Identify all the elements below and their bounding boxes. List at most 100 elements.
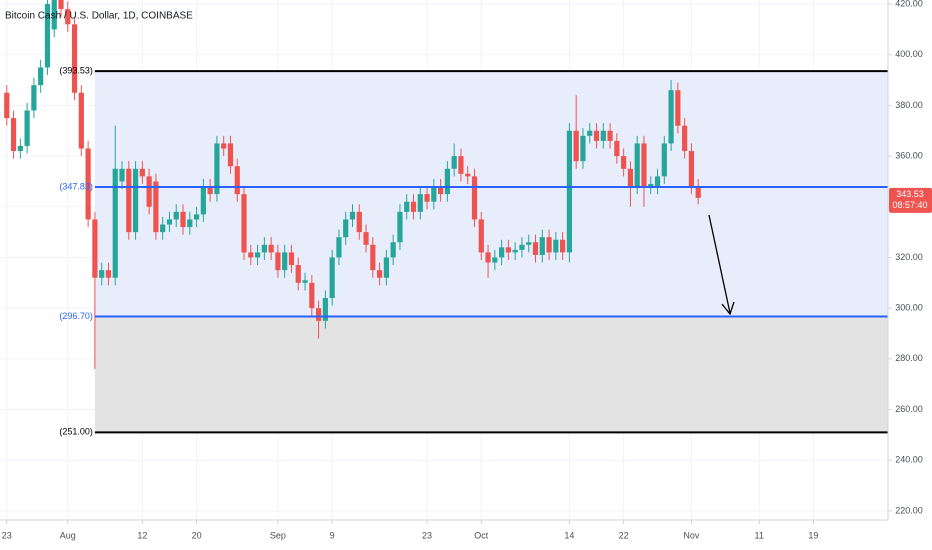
candle-body (485, 252, 491, 263)
candle-body (112, 168, 118, 278)
candle-body (593, 130, 600, 141)
candle-body (492, 257, 498, 263)
candle-body (641, 143, 647, 187)
candle-body (126, 168, 132, 233)
candle-body (248, 252, 254, 258)
candle-body (648, 183, 654, 187)
x-tick-label: Sep (270, 530, 286, 540)
x-tick-label: 9 (330, 530, 335, 540)
y-tick-label: 220.00 (895, 505, 923, 515)
candle-body (607, 130, 613, 141)
candle-body (600, 130, 606, 141)
candle-body (180, 211, 186, 228)
arrow-head (721, 301, 735, 316)
candle-body (187, 219, 193, 228)
x-tick-label: 14 (564, 530, 574, 540)
candle-body (621, 156, 627, 169)
candle-body (58, 0, 64, 10)
candle-body (404, 201, 410, 212)
candle-body (227, 143, 234, 167)
candle-body (78, 92, 84, 149)
candle-body (17, 145, 23, 152)
x-tick-label: 22 (619, 530, 629, 540)
candle-body (302, 280, 308, 283)
level-label: (296.70) (59, 311, 93, 321)
candle-body (207, 186, 213, 195)
candle-body (532, 242, 539, 255)
candle-body (329, 257, 335, 299)
candle-body (254, 252, 261, 258)
candle-body (44, 4, 51, 68)
candle-body (356, 211, 362, 233)
candle-body (85, 148, 91, 220)
candle-body (153, 181, 159, 233)
candle-body (71, 24, 78, 93)
candle-body (234, 166, 240, 195)
candle-body (465, 173, 471, 177)
candle-body (539, 237, 545, 255)
y-tick-label: 360.00 (895, 150, 923, 160)
x-tick-label: 20 (192, 530, 202, 540)
candle-body (553, 239, 559, 253)
countdown-label: 08:57:40 (892, 200, 927, 210)
candle-body (695, 186, 701, 198)
candle-body (146, 176, 152, 207)
candle-body (499, 247, 505, 258)
y-tick-label: 420.00 (895, 0, 923, 8)
candle-body (363, 232, 369, 245)
chart-title: Bitcoin Cash / U.S. Dollar, 1D, COINBASE (5, 11, 193, 22)
candle-body (688, 151, 695, 187)
candle-body (4, 92, 10, 119)
candle-body (343, 219, 349, 238)
candle-body (560, 239, 566, 253)
level-label: (251.00) (59, 427, 93, 437)
candle-body (336, 237, 342, 258)
candle-body (661, 143, 667, 177)
x-tick-label: Aug (60, 530, 76, 540)
candle-body (627, 168, 634, 187)
candle-body (614, 140, 620, 157)
candle-body (10, 118, 17, 152)
candle-body (519, 244, 525, 250)
candle-body (390, 242, 396, 258)
zones (94, 71, 889, 433)
level-label: (347.83) (59, 181, 93, 191)
candle-body (478, 219, 484, 253)
candle-body (241, 194, 247, 253)
candle-body (654, 176, 661, 187)
candle-body (92, 219, 98, 278)
candle-body (471, 176, 478, 220)
y-tick-label: 280.00 (895, 353, 923, 363)
candle-body (99, 270, 105, 278)
last-price-label: 343.53 (896, 189, 924, 199)
candle-body (383, 257, 389, 278)
candle-body (377, 270, 383, 278)
levels: (393.53) (347.83) (296.70) (251.00) (59, 66, 888, 437)
candle-body (675, 90, 681, 126)
candle-body (309, 282, 315, 309)
candle-body (200, 186, 206, 215)
x-tick-label: Oct (474, 530, 489, 540)
candle-body (682, 125, 688, 152)
candle-body (458, 156, 464, 174)
candle-body (580, 135, 586, 162)
candle-body (65, 9, 71, 25)
level-label: (393.53) (59, 66, 93, 76)
candle-body (349, 211, 356, 220)
candle-body (119, 168, 125, 182)
candle-body (24, 110, 30, 146)
candles (4, 0, 701, 369)
candle-body (275, 252, 281, 271)
candle-body (444, 168, 450, 195)
candle-body (268, 244, 274, 253)
x-tick-label: 11 (755, 530, 764, 540)
candle-body (315, 308, 322, 321)
zone (94, 71, 889, 317)
candle-body (410, 201, 417, 212)
candle-body (38, 67, 44, 86)
y-tick-label: 300.00 (895, 303, 923, 313)
x-tick-label: 23 (422, 530, 432, 540)
candle-body (295, 265, 301, 283)
candle-body (397, 211, 403, 243)
